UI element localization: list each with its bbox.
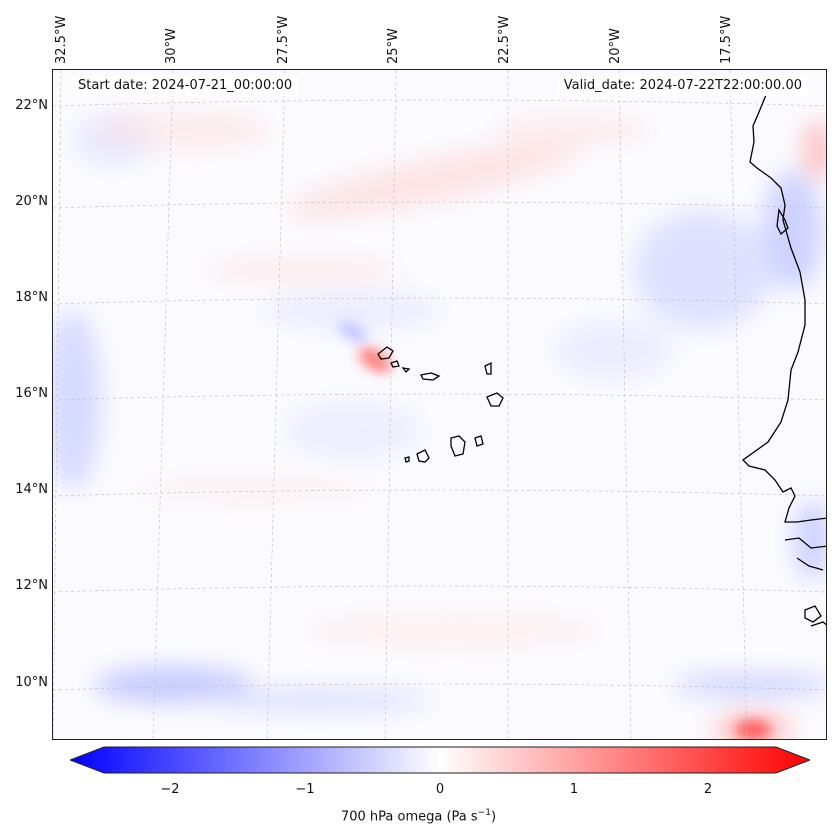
lon-label-25w: 25°W	[386, 28, 401, 64]
lon-label-20w: 20°W	[608, 28, 623, 64]
map-panel	[52, 69, 827, 740]
lat-label-10n: 10°N	[15, 675, 48, 690]
lon-label-22-5w: 22.5°W	[497, 15, 512, 64]
colorbar-tick-neg2: −2	[160, 782, 180, 797]
lat-label-16n: 16°N	[15, 386, 48, 401]
colorbar-tick-neg1: −1	[295, 782, 315, 797]
negative-omega-areas	[53, 115, 826, 712]
colorbar-label-exponent: −1	[477, 808, 491, 818]
omega-field	[53, 70, 826, 739]
colorbar-label: 700 hPa omega (Pa s−1)	[0, 808, 837, 824]
colorbar-label-close: )	[490, 809, 497, 825]
island-omega-dipole	[338, 321, 771, 739]
colorbar	[68, 746, 812, 774]
colorbar-tick-2: 2	[703, 782, 713, 797]
start-date-label: Start date: 2024-07-21_00:00:00	[72, 76, 299, 96]
lat-label-18n: 18°N	[15, 290, 48, 305]
lat-label-14n: 14°N	[15, 482, 48, 497]
gridlines	[53, 70, 826, 739]
colorbar-tick-0: 0	[435, 782, 445, 797]
colorbar-label-text: 700 hPa omega (Pa s	[340, 809, 478, 825]
lat-label-22n: 22°N	[15, 98, 48, 113]
lon-label-27-5w: 27.5°W	[276, 15, 291, 64]
lon-label-32-5w: 32.5°W	[54, 15, 69, 64]
colorbar-gradient	[68, 746, 812, 774]
lon-label-30w: 30°W	[164, 28, 179, 64]
colorbar-tick-1: 1	[569, 782, 579, 797]
valid-date-label: Valid_date: 2024-07-22T22:00:00.00	[557, 76, 808, 96]
lat-label-20n: 20°N	[15, 194, 48, 209]
cape-verde-islands	[377, 346, 504, 463]
coastline	[741, 89, 826, 627]
lon-label-17-5w: 17.5°W	[719, 15, 734, 64]
positive-omega-areas	[93, 110, 826, 739]
lat-label-12n: 12°N	[15, 578, 48, 593]
